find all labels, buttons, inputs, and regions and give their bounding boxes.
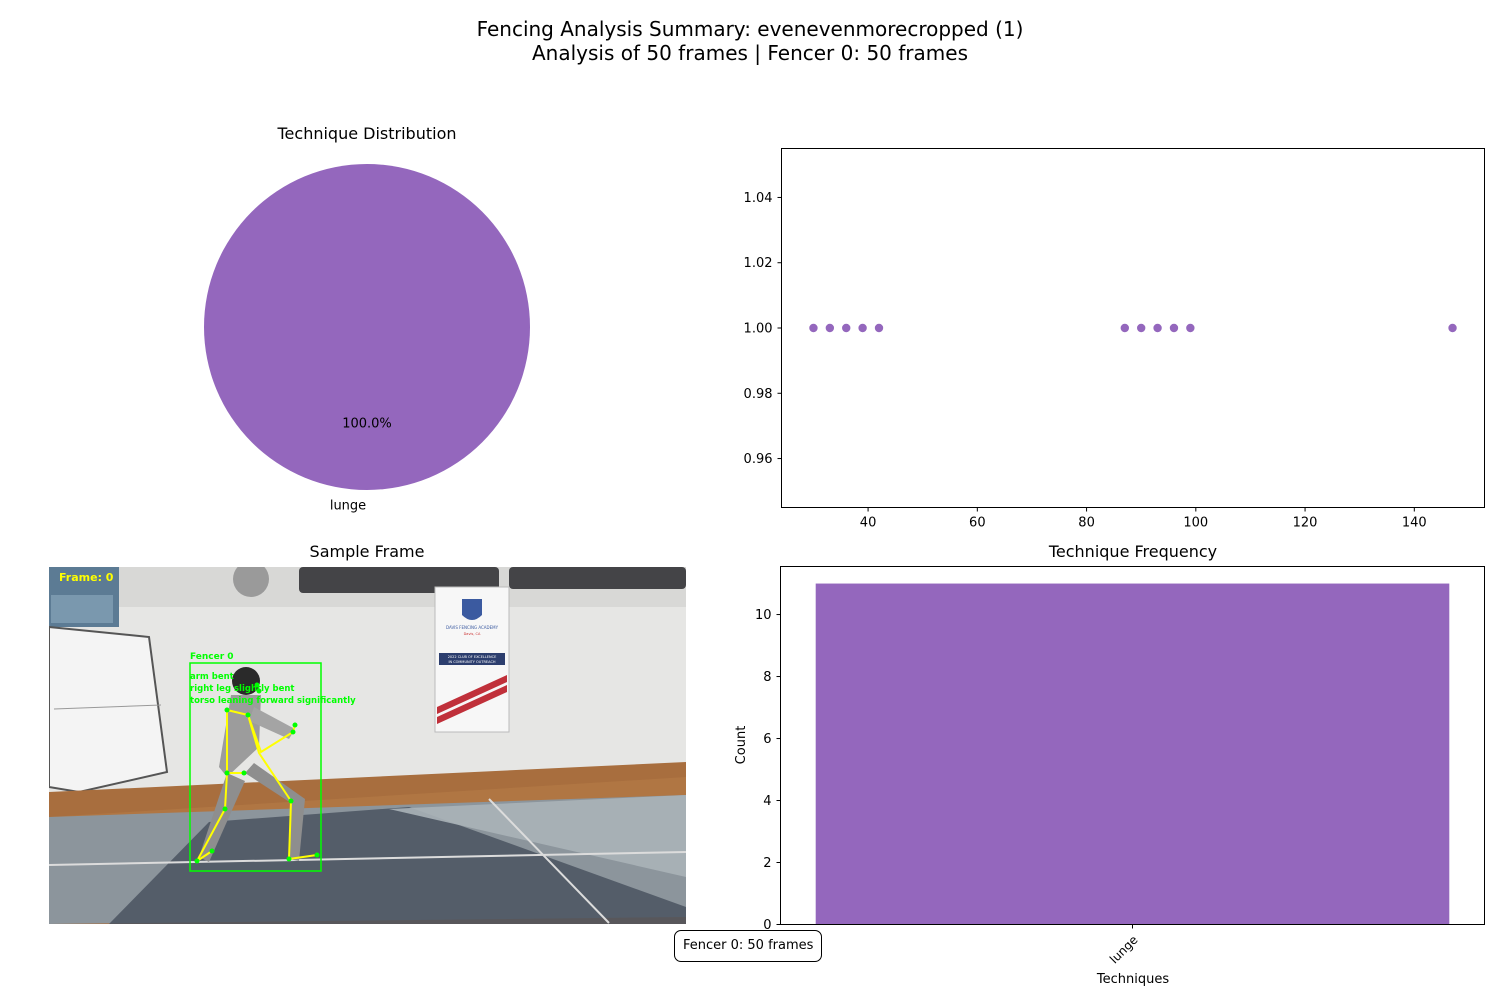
- bar-lunge: [815, 583, 1450, 925]
- frame-counter-label: Frame: 0: [59, 571, 114, 584]
- banner-line3: 2022 CLUB OF EXCELLENCE: [448, 655, 497, 659]
- pose-note-2: right leg slightly bent: [190, 684, 294, 694]
- bar-y-tick-label: 8: [763, 670, 771, 685]
- scatter-point: [1186, 323, 1195, 333]
- fencer-silhouette: [199, 667, 305, 862]
- fencer-id-label: Fencer 0: [190, 652, 234, 662]
- wall-fan-icon: [233, 567, 269, 597]
- sample-frame-title: Sample Frame: [309, 542, 425, 561]
- bar-y-axis-label: Count: [734, 726, 749, 765]
- scatter-x-tick-label: 80: [1078, 516, 1095, 531]
- bar-y-tick-label: 6: [763, 732, 771, 747]
- banner-line1: DAVIS FENCING ACADEMY: [446, 625, 499, 630]
- scatter-point: [842, 323, 851, 333]
- bar-y-axis: 0 2 4 6 8 10: [755, 608, 781, 933]
- pie-slice-label: lunge: [330, 499, 366, 514]
- scatter-y-axis: 0.96 0.98 1.00 1.02 1.04: [744, 191, 782, 467]
- scatter-y-tick-label: 0.98: [744, 387, 773, 402]
- scatter-point: [1153, 323, 1162, 333]
- scatter-points: [809, 323, 1457, 333]
- scatter-point: [1120, 323, 1130, 333]
- scatter-x-tick-label: 100: [1183, 516, 1208, 531]
- scatter-x-tick-label: 40: [860, 516, 877, 531]
- scatter-y-tick-label: 1.00: [744, 322, 773, 337]
- bar-x-axis-label: Techniques: [1096, 972, 1169, 987]
- banner-line2: Davis, CA: [464, 632, 481, 636]
- bar-y-tick-label: 4: [763, 794, 771, 809]
- pie-slice-pct-label: 100.0%: [342, 417, 392, 432]
- bar-x-axis: lunge: [1107, 924, 1141, 967]
- suptitle-line2: Analysis of 50 frames | Fencer 0: 50 fra…: [531, 41, 968, 65]
- banner-line4: IN COMMUNITY OUTREACH: [448, 660, 495, 664]
- scatter-point: [858, 323, 867, 333]
- bar-series: [815, 583, 1450, 925]
- scatter-x-tick-label: 60: [969, 516, 986, 531]
- bar-x-tick-label: lunge: [1107, 933, 1141, 967]
- scatter-x-tick-label: 140: [1402, 516, 1427, 531]
- sample-frame-image: DAVIS FENCING ACADEMY Davis, CA 2022 CLU…: [49, 567, 686, 924]
- scatter-point: [1169, 323, 1179, 333]
- scatter-y-tick-label: 0.96: [744, 452, 773, 467]
- scatter-point: [809, 323, 818, 333]
- fencer-summary-box: Fencer 0: 50 frames: [674, 930, 823, 962]
- fencer-bounding-box: [189, 662, 322, 872]
- scatter-x-tick-label: 120: [1293, 516, 1318, 531]
- pie-chart-title: Technique Distribution: [277, 124, 457, 143]
- sample-frame-scene: DAVIS FENCING ACADEMY Davis, CA 2022 CLU…: [49, 567, 686, 924]
- scatter-y-tick-label: 1.02: [744, 256, 773, 271]
- bar-y-tick-label: 10: [755, 608, 772, 623]
- scatter-y-tick-label: 1.04: [744, 191, 773, 206]
- pie-slice-lunge: [204, 164, 530, 490]
- bar-y-tick-label: 0: [763, 918, 771, 933]
- scatter-point: [1448, 323, 1457, 333]
- pose-note-3: torso leaning forward significantly: [190, 696, 356, 706]
- scatter-point: [1136, 323, 1146, 333]
- pose-note-1: arm bent: [190, 672, 234, 682]
- scatter-point: [874, 323, 884, 333]
- suptitle-line1: Fencing Analysis Summary: evenevenmorecr…: [476, 17, 1024, 41]
- scatter-point: [825, 323, 835, 333]
- scatter-x-axis: 40 60 80 100 120 140: [860, 507, 1427, 531]
- banner-shield-icon: [462, 599, 482, 620]
- pose-keypoints: [194, 682, 320, 864]
- bar-chart-title: Technique Frequency: [1048, 542, 1218, 561]
- bar-y-tick-label: 2: [763, 856, 771, 871]
